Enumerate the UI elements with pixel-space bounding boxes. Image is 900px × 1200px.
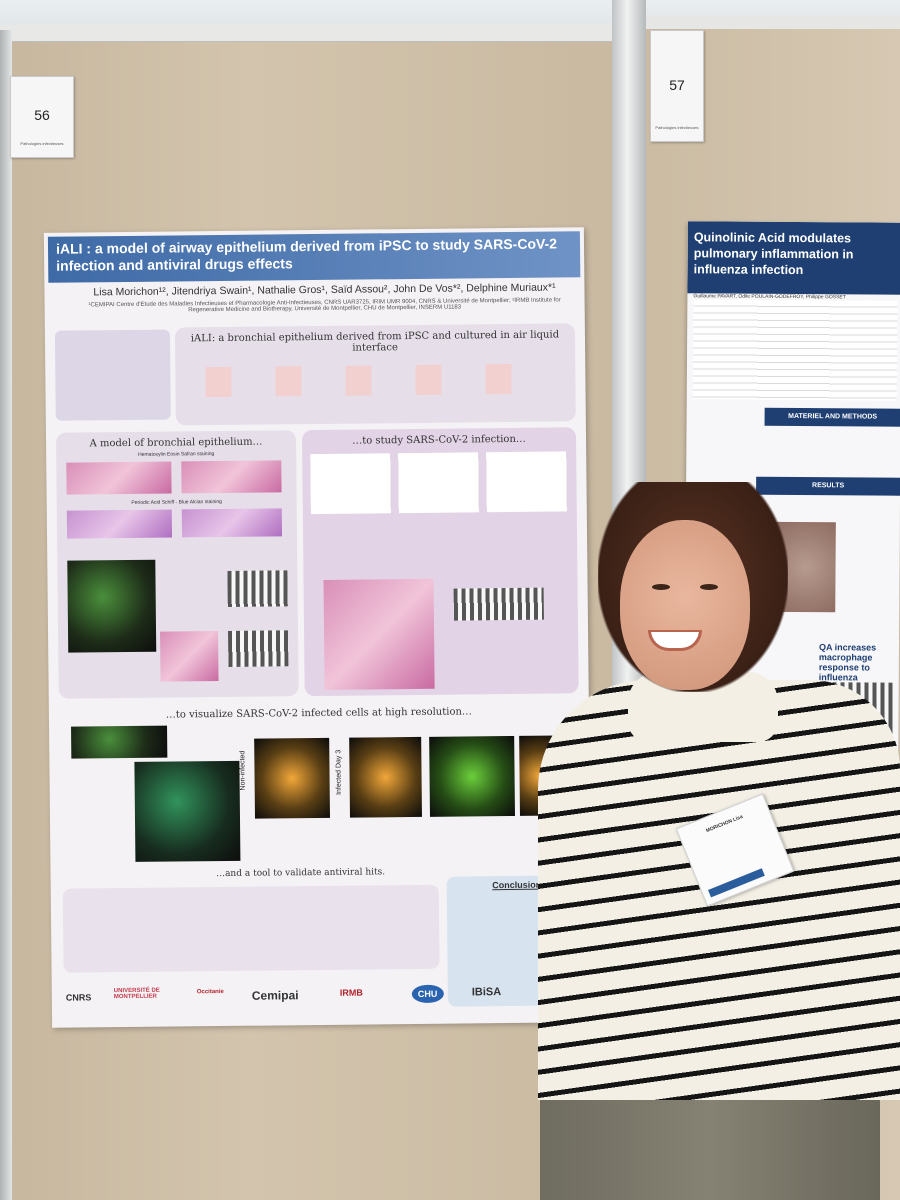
bar-chart: [228, 630, 289, 667]
booth-number: 57: [669, 77, 685, 93]
staining-label: Hematoxylin Eosin Safran staining: [138, 451, 215, 458]
fluorescence-image: [134, 760, 241, 862]
poster-affiliation: ¹CEMIPAI Centre d'Etude des Maladies Inf…: [88, 297, 561, 314]
infection-image-infected: [349, 736, 422, 818]
logo-univ-montpellier: UNIVERSITÉ DE MONTPELLIER: [113, 987, 160, 1001]
staining-label: Periodic Acid Schiff - Blue Alcian stain…: [131, 498, 222, 506]
logo-occitanie: Occitanie: [196, 989, 224, 996]
person-eye-left: [652, 584, 670, 590]
booth-number: 56: [34, 107, 50, 123]
protocol-diagram: [205, 363, 546, 398]
logo-row: CNRS UNIVERSITÉ DE MONTPELLIER Occitanie…: [62, 977, 582, 1018]
section-title: …to study SARS-CoV-2 infection…: [352, 433, 526, 447]
mucin-bar-chart: [453, 587, 544, 621]
logo-cnrs: CNRS: [65, 992, 92, 1003]
booth-subtitle: Pathologies infectieuses: [20, 141, 64, 146]
viral-kinetics-charts: [310, 451, 569, 515]
histology-image: [66, 509, 173, 539]
board-pole-left: [0, 30, 12, 1200]
section-title: …to visualize SARS-CoV-2 infected cells …: [165, 706, 472, 721]
label-infected: Infected Day 3: [335, 749, 343, 795]
booth-subtitle: Pathologies infectieuses: [655, 125, 699, 130]
histology-image: [181, 508, 283, 538]
poster-intro-box: [54, 329, 171, 421]
section-title: iALI: a bronchial epithelium derived fro…: [190, 329, 560, 354]
person-eye-right: [700, 584, 718, 590]
main-poster: iALI : a model of airway epithelium deri…: [43, 227, 593, 1028]
section-model-box: A model of bronchial epithelium… Hematox…: [55, 430, 299, 699]
infected-tissue-image: [323, 578, 435, 690]
antiviral-charts-box: [62, 884, 440, 973]
3d-reconstruction-image: [160, 631, 219, 682]
poster-title: iALI : a model of airway epithelium deri…: [47, 231, 581, 283]
fluorescence-image: [67, 559, 157, 653]
right-poster-subsection: QA increases macrophage response to infl…: [818, 642, 877, 683]
histology-image: [181, 460, 282, 494]
board-frame-left: [0, 25, 620, 42]
board-frame-right: [640, 15, 900, 29]
logo-irmb: IRMB: [339, 987, 363, 998]
infection-image-zoom: [429, 735, 515, 817]
fluorescence-image: [71, 725, 168, 759]
label-non-infected: Non-infected: [239, 750, 247, 791]
bar-chart: [227, 570, 288, 607]
logo-chu: CHU: [411, 984, 444, 1004]
right-poster-title: Quinolinic Acid modulates pulmonary infl…: [687, 221, 900, 295]
logo-ibisa: IBiSA: [471, 986, 502, 999]
section-title: A model of bronchial epithelium…: [89, 436, 263, 450]
person-face: [620, 520, 750, 690]
section-infection-box: …to study SARS-CoV-2 infection…: [301, 427, 579, 697]
right-poster-band-methods: MATERIEL AND METHODS: [764, 407, 900, 427]
section-ipsc-box: iALI: a bronchial epithelium derived fro…: [174, 323, 576, 426]
booth-number-card-57: 57 Pathologies infectieuses: [650, 30, 704, 142]
infection-image-non-infected: [254, 737, 330, 819]
booth-number-card-56: 56 Pathologies infectieuses: [10, 76, 74, 158]
logo-cemipai: Cemipai: [251, 988, 299, 1003]
section-title: …and a tool to validate antiviral hits.: [215, 867, 386, 880]
poster-authors: Lisa Morichon¹², Jitendriya Swain¹, Nath…: [93, 281, 556, 299]
histology-image: [66, 461, 172, 495]
